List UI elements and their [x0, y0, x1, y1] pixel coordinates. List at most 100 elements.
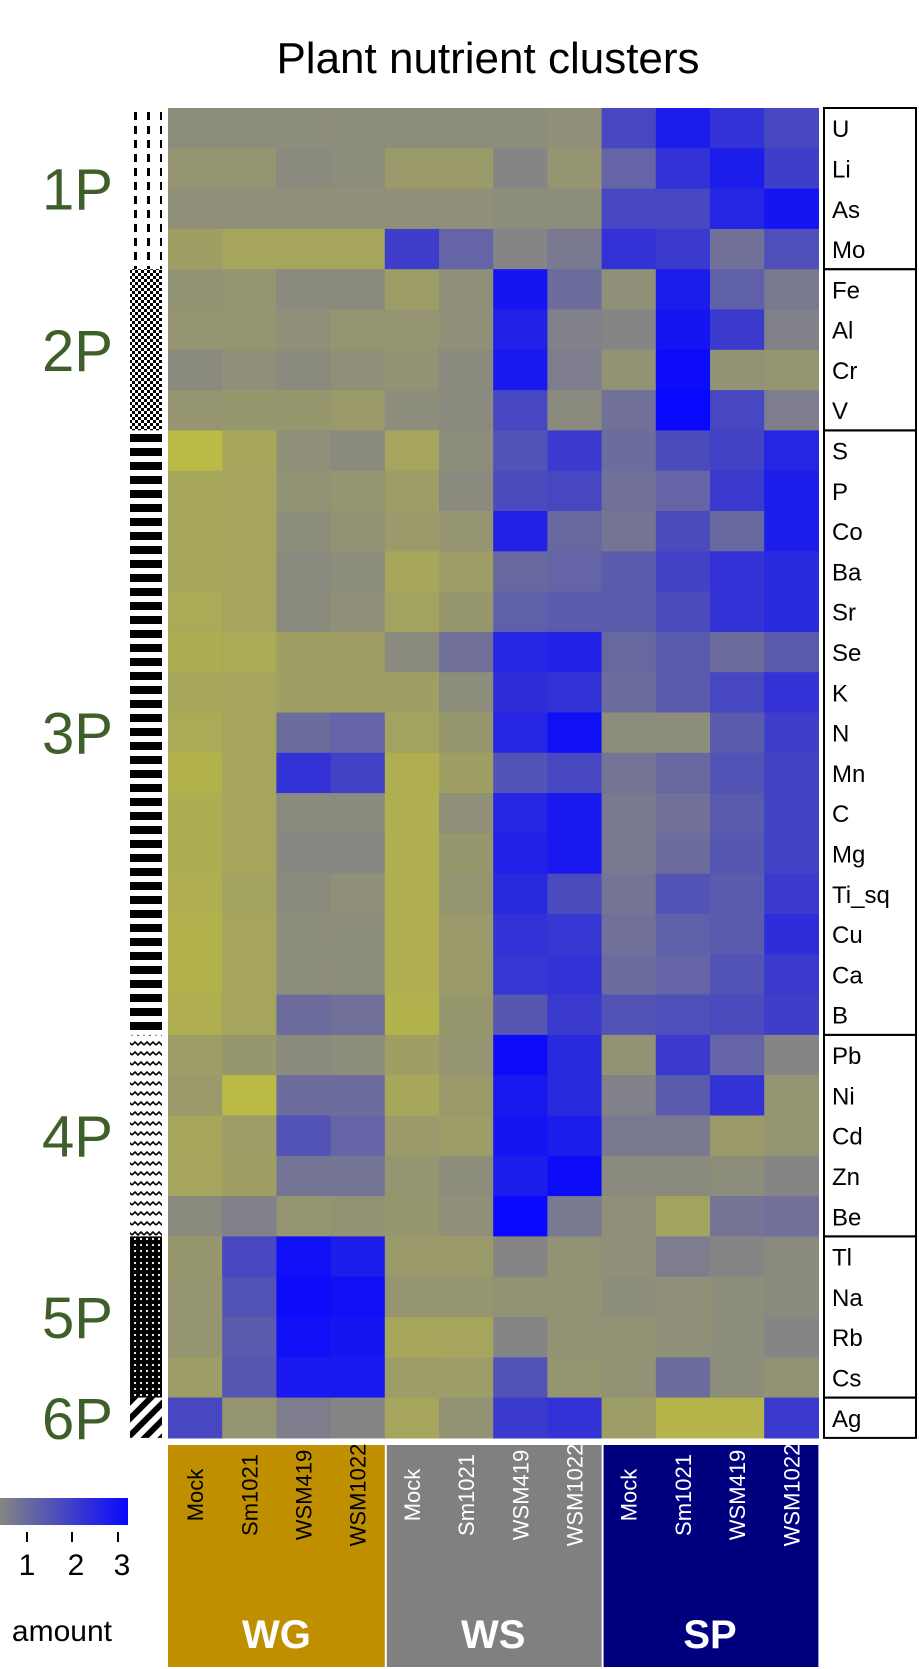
heatmap-cell — [655, 430, 711, 472]
heatmap-cell — [764, 1236, 819, 1278]
heatmap-cell — [276, 390, 332, 431]
heatmap-cell — [439, 954, 494, 996]
chart-title: Plant nutrient clusters — [276, 34, 699, 83]
row-label-group: U Li As Mo Fe Al Cr VSP Co Ba Sr Se KN Mn C Mg Ti_sq Cu Ca… — [832, 116, 890, 1433]
heatmap-cell — [493, 833, 548, 875]
heatmap-cell — [547, 591, 603, 633]
heatmap-cell — [764, 430, 819, 472]
heatmap-cell — [655, 511, 711, 552]
heatmap-cell — [764, 1196, 819, 1237]
row-label: U — [832, 116, 849, 143]
heatmap-cell — [276, 269, 332, 311]
heatmap-cell — [655, 1317, 711, 1358]
column-label: WSM419 — [292, 1450, 317, 1540]
heatmap-cell — [384, 188, 440, 230]
heatmap-cell — [222, 954, 277, 996]
heatmap-cell — [384, 712, 440, 754]
row-label: Li — [832, 157, 851, 184]
heatmap-cell — [330, 511, 386, 552]
heatmap-cell — [547, 188, 603, 230]
heatmap-cell — [384, 551, 440, 593]
row-label: Ba — [832, 559, 862, 586]
row-label: Cr — [832, 358, 857, 385]
heatmap-cell — [439, 1155, 494, 1197]
heatmap-cell — [710, 793, 765, 834]
heatmap-cell — [601, 148, 657, 190]
heatmap-cell — [710, 1075, 765, 1117]
heatmap-cell — [655, 954, 711, 996]
row-label: Mo — [832, 237, 865, 264]
heatmap-cell — [764, 269, 819, 311]
heatmap-cell — [384, 631, 440, 673]
heatmap-cell — [222, 349, 277, 391]
heatmap-cell — [168, 1317, 223, 1358]
heatmap-cell — [439, 551, 494, 593]
heatmap-cell — [710, 1236, 765, 1278]
heatmap-cell — [655, 188, 711, 230]
heatmap-cell — [222, 551, 277, 593]
heatmap-cell — [601, 1236, 657, 1278]
cluster-label: 2P — [42, 319, 113, 384]
heatmap-cell — [276, 873, 332, 915]
heatmap-cell — [439, 1276, 494, 1318]
heatmap-cell — [764, 349, 819, 391]
heatmap-cell — [439, 1397, 494, 1439]
heatmap-cell — [168, 188, 223, 230]
heatmap-cell — [764, 1276, 819, 1318]
heatmap-cell — [330, 833, 386, 875]
row-label: Mg — [832, 842, 865, 869]
heatmap-cell — [493, 1276, 548, 1318]
heatmap-cell — [710, 430, 765, 472]
heatmap-cell — [384, 1276, 440, 1318]
heatmap-cell — [168, 591, 223, 633]
row-label: N — [832, 721, 849, 748]
heatmap-cell — [222, 712, 277, 754]
heatmap-cell — [547, 1397, 603, 1439]
heatmap-cell — [330, 1236, 386, 1278]
heatmap-cell — [655, 148, 711, 190]
heatmap-cell — [168, 551, 223, 593]
heatmap-cell — [330, 793, 386, 834]
heatmap-cell — [384, 994, 440, 1036]
heatmap-cell — [710, 108, 765, 149]
cluster-pattern-bar — [130, 430, 162, 1035]
column-header: WG Mock Sm1021 WSM419 WSM1022 WS Mock Sm1021 WSM… — [168, 1444, 819, 1667]
heatmap-cell — [222, 390, 277, 431]
heatmap-cell — [168, 349, 223, 391]
heatmap-cell — [655, 390, 711, 431]
heatmap-cell — [439, 430, 494, 472]
heatmap-cell — [168, 631, 223, 673]
heatmap-cell — [493, 430, 548, 472]
column-group-block — [386, 1445, 602, 1667]
heatmap-cell — [601, 390, 657, 431]
heatmap-cell — [276, 551, 332, 593]
heatmap-cell — [168, 1397, 223, 1439]
heatmap-cell — [601, 1155, 657, 1197]
heatmap-cell — [493, 108, 548, 149]
heatmap-cell — [439, 1317, 494, 1358]
column-label: WSM419 — [508, 1450, 533, 1540]
heatmap-cell — [276, 833, 332, 875]
heatmap-cell — [222, 470, 277, 512]
heatmap-cell — [493, 1397, 548, 1439]
heatmap-cell — [222, 1357, 277, 1399]
heatmap-cell — [276, 1196, 332, 1237]
heatmap-cell — [222, 1155, 277, 1197]
heatmap-cell — [384, 1357, 440, 1399]
row-label: Sr — [832, 600, 856, 627]
heatmap-cell — [493, 228, 548, 270]
heatmap-cell — [547, 954, 603, 996]
heatmap-cell — [764, 591, 819, 633]
heatmap-cell — [547, 1155, 603, 1197]
heatmap-cell — [168, 1115, 223, 1157]
heatmap-cell — [710, 672, 765, 714]
heatmap-cell — [764, 752, 819, 794]
heatmap-cell — [384, 228, 440, 270]
heatmap-cell — [764, 108, 819, 149]
heatmap-cell — [276, 511, 332, 552]
heatmap-cells — [168, 108, 819, 1439]
heatmap-cell — [547, 390, 603, 431]
heatmap-cell — [493, 873, 548, 915]
heatmap-cell — [601, 672, 657, 714]
heatmap-cell — [222, 108, 277, 149]
